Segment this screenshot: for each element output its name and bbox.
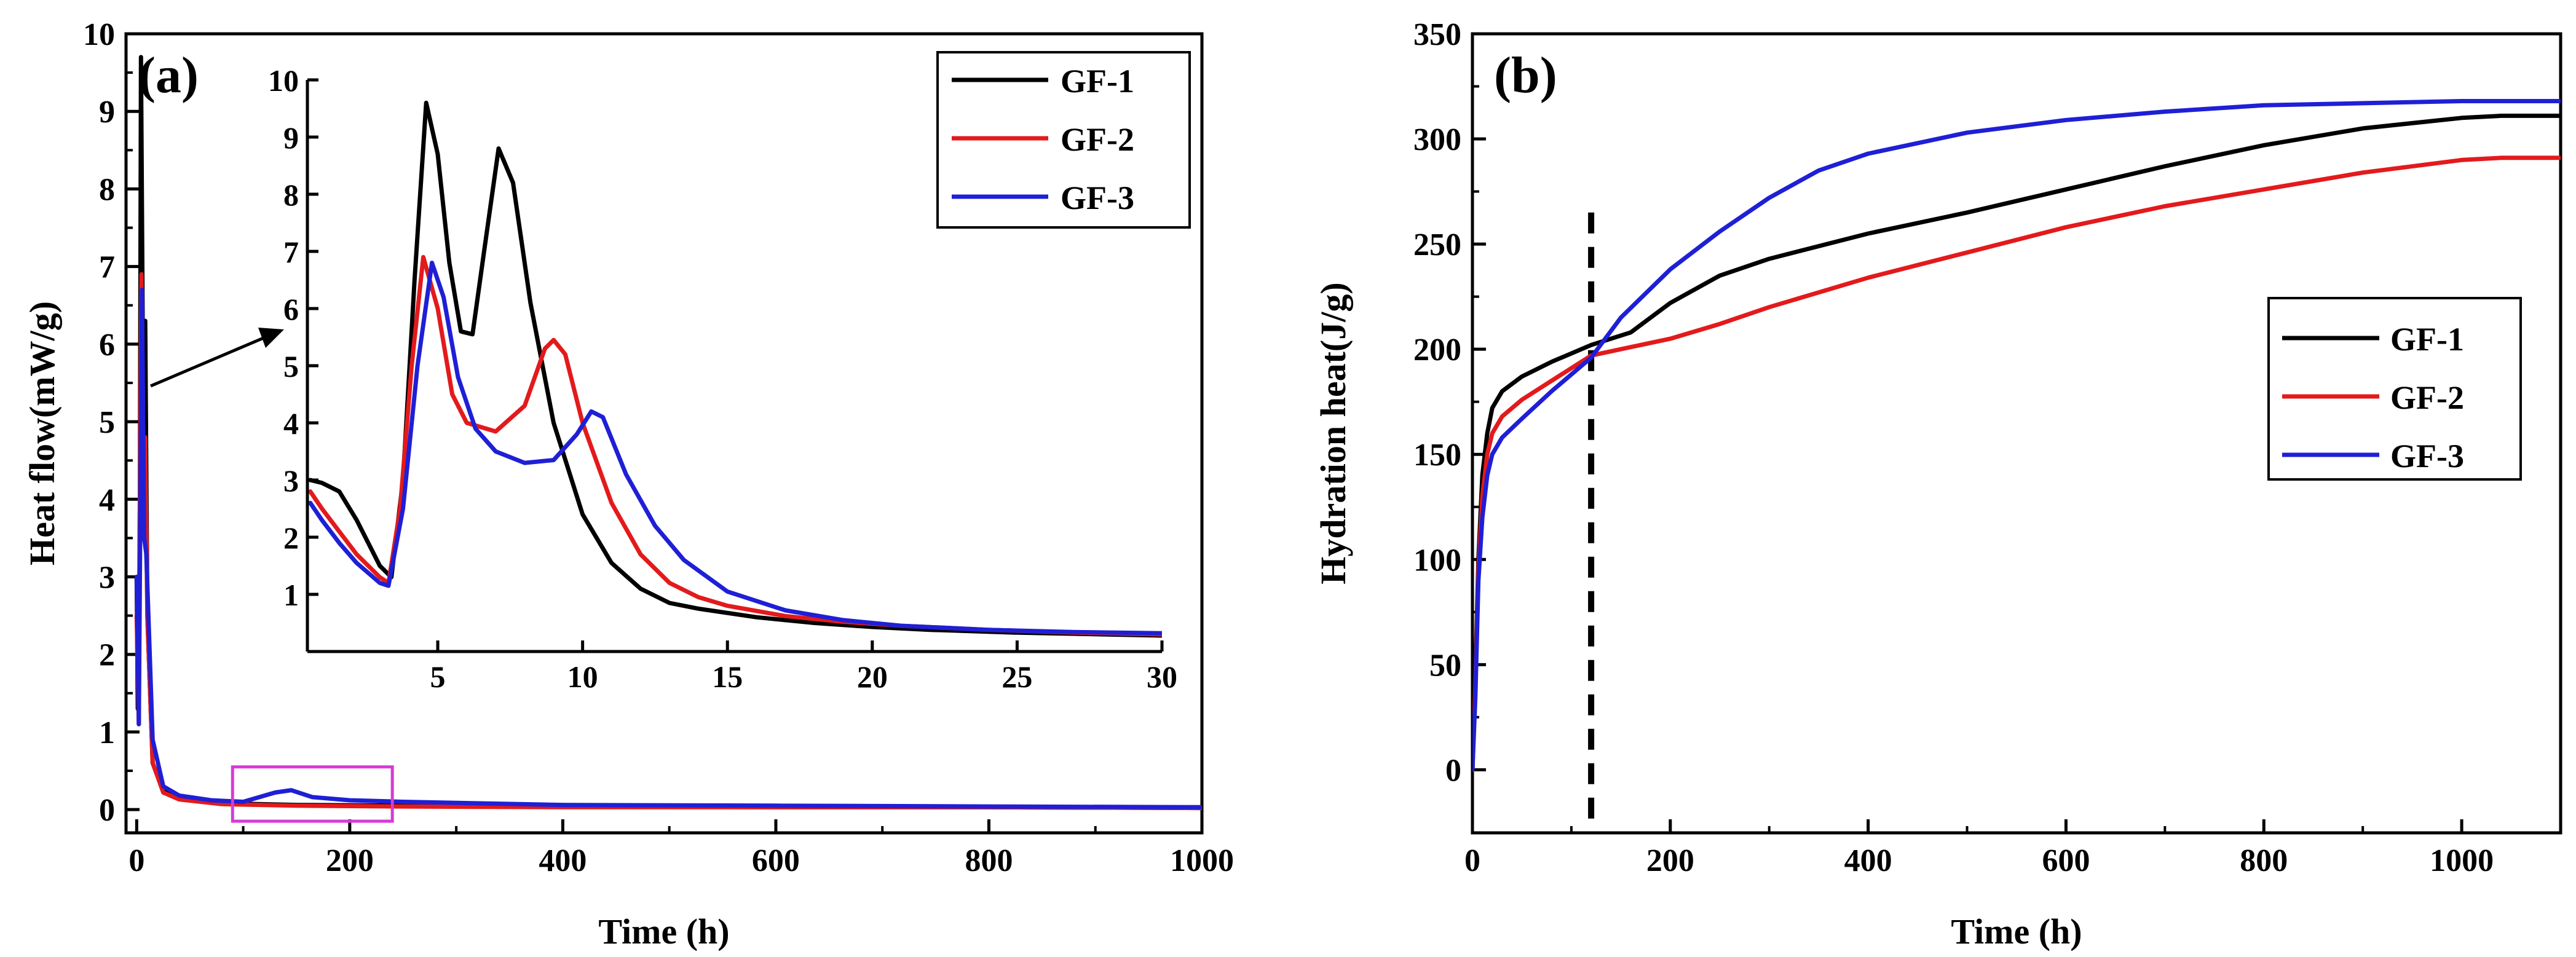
- panel-a-x-axis-label: Time (h): [598, 912, 729, 951]
- panel-a-x-tick-label: 0: [128, 843, 144, 878]
- panel-b-y-tick-label: 0: [1445, 753, 1461, 788]
- panel-a-series: [134, 55, 1202, 811]
- panel-a-y-tick-label: 1: [99, 715, 115, 750]
- panel-a-y-tick-label: 5: [99, 405, 115, 440]
- panel-a-y-tick-label: 10: [83, 17, 115, 52]
- inset-x-tick-label: 25: [1002, 660, 1032, 694]
- inset-x-tick-label: 30: [1147, 660, 1177, 694]
- legend-label-gf3: GF-3: [1061, 179, 1134, 216]
- inset-y-tick-label: 3: [283, 463, 299, 498]
- panel-a-plot-frame: [124, 32, 1204, 835]
- panel-a-x-tick-label: 400: [539, 843, 587, 878]
- panel-a-ticks: 0 200 400 600 800 1000 0 1 2 3 4 5 6 7 8 9 10: [83, 17, 1234, 878]
- inset-x-tick-label: 10: [567, 660, 598, 694]
- panel-a-x-tick-label: 1000: [1170, 843, 1234, 878]
- panel-b-plot-frame: [1471, 32, 2562, 835]
- inset-series-gf-2: [308, 254, 1162, 637]
- panel-b-y-axis-label: Hydration heat(J/g): [1313, 282, 1353, 584]
- panel-a: 0 200 400 600 800 1000 0 1 2 3 4 5 6 7 8 9 10 (a) Time (…: [22, 17, 1234, 951]
- panel-a-label: (a): [138, 47, 199, 104]
- panel-a-x-tick-label: 800: [965, 843, 1013, 878]
- inset-y-tick-label: 10: [268, 63, 299, 98]
- panel-b-x-tick-label: 400: [1844, 843, 1892, 878]
- panel-a-y-tick-label: 3: [99, 560, 115, 595]
- panel-b-y-tick-label: 250: [1413, 227, 1461, 262]
- panel-a-y-tick-label: 9: [99, 95, 115, 130]
- panel-a-highlight-box: [231, 765, 394, 823]
- panel-b-series-gf-1: [1472, 113, 2561, 772]
- panel-b-x-tick-label: 600: [2042, 843, 2090, 878]
- panel-b-y-tick-label: 100: [1413, 543, 1461, 578]
- panel-b-label: (b): [1494, 47, 1557, 104]
- panel-b-y-tick-label: 50: [1429, 648, 1461, 683]
- panel-b-x-tick-label: 1000: [2430, 843, 2494, 878]
- panel-a-series-gf-3: [134, 288, 1202, 809]
- panel-b-series-gf-3: [1472, 99, 2561, 772]
- inset-y-tick-label: 8: [283, 178, 299, 212]
- panel-a-y-tick-label: 4: [99, 482, 115, 518]
- legend-label-gf3: GF-3: [2390, 438, 2464, 475]
- panel-b-legend: GF-1 GF-2 GF-3: [2267, 297, 2522, 481]
- panel-a-inset-pointer: [150, 333, 271, 388]
- inset-x-tick-label: 15: [712, 660, 743, 694]
- panel-a-legend: GF-1 GF-2 GF-3: [936, 51, 1191, 229]
- inset-y-tick-label: 4: [283, 406, 299, 441]
- panel-b: 0 200 400 600 800 1000 0 50 100 150 200 250 300 350 (…: [1313, 17, 2562, 951]
- inset-y-tick-label: 7: [283, 235, 299, 269]
- panel-b-y-tick-label: 350: [1413, 17, 1461, 52]
- panel-b-x-tick-label: 800: [2240, 843, 2288, 878]
- legend-label-gf1: GF-1: [2390, 321, 2464, 358]
- panel-a-y-tick-label: 7: [99, 250, 115, 285]
- legend-label-gf2: GF-2: [2390, 379, 2464, 416]
- legend-label-gf2: GF-2: [1061, 121, 1134, 158]
- panel-a-y-tick-label: 8: [99, 172, 115, 207]
- inset-y-tick-label: 6: [283, 292, 299, 326]
- panel-a-inset-series: [308, 100, 1162, 638]
- panel-a-y-tick-label: 2: [99, 638, 115, 673]
- inset-y-tick-label: 2: [283, 521, 299, 555]
- inset-x-tick-label: 20: [857, 660, 888, 694]
- panel-b-series-gf-2: [1472, 156, 2561, 772]
- panel-b-y-tick-label: 200: [1413, 333, 1461, 368]
- panel-a-y-tick-label: 6: [99, 328, 115, 363]
- panel-b-x-axis-label: Time (h): [1951, 912, 2082, 951]
- panel-b-legend-box: [2267, 297, 2522, 481]
- panel-b-x-tick-label: 0: [1464, 843, 1480, 878]
- inset-y-tick-label: 5: [283, 349, 299, 384]
- panel-a-y-axis-label: Heat flow(mW/g): [22, 301, 62, 565]
- panel-a-y-tick-label: 0: [99, 793, 115, 828]
- panel-a-x-tick-label: 600: [752, 843, 800, 878]
- panel-b-y-tick-label: 150: [1413, 438, 1461, 473]
- legend-label-gf1: GF-1: [1061, 63, 1134, 100]
- panel-a-x-tick-label: 200: [326, 843, 374, 878]
- panel-b-series: [1472, 99, 2561, 772]
- panel-b-y-tick-label: 300: [1413, 122, 1461, 157]
- inset-y-tick-label: 9: [283, 120, 299, 155]
- panel-b-ticks: 0 200 400 600 800 1000 0 50 100 150 200 250 300 350: [1413, 17, 2494, 878]
- inset-series-gf-3: [308, 261, 1162, 636]
- inset-y-tick-label: 1: [283, 578, 299, 612]
- inset-x-tick-label: 5: [430, 660, 446, 694]
- panel-a-inset-pointer-arrowhead: [258, 328, 284, 348]
- panel-b-x-tick-label: 200: [1646, 843, 1694, 878]
